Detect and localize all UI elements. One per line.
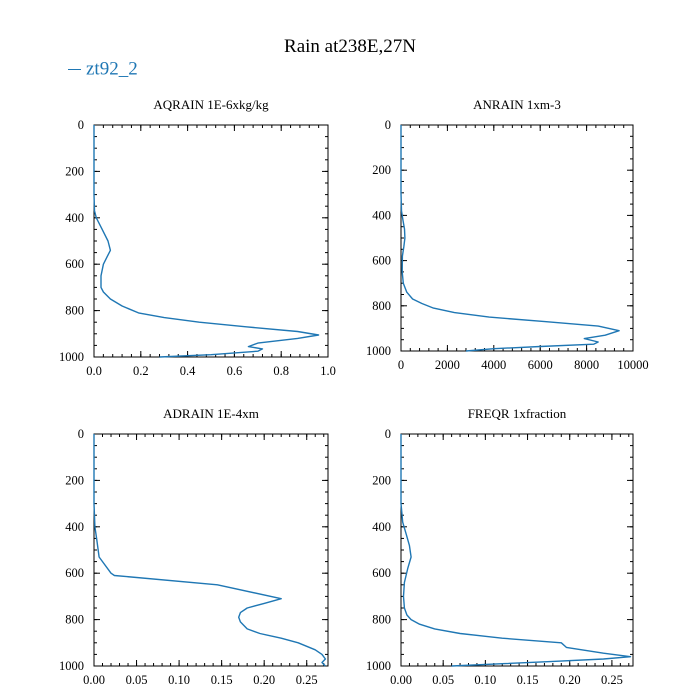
series-line (400, 125, 620, 352)
y-tick-label: 0 (78, 118, 84, 132)
y-tick-label: 0 (385, 427, 391, 441)
x-tick-label: 0.15 (211, 673, 233, 687)
legend-line-swatch (68, 69, 81, 71)
panel-title: ANRAIN 1xm-3 (473, 97, 561, 112)
y-tick-label: 800 (372, 299, 391, 313)
minor-ticks (400, 433, 633, 667)
x-tick-label: 0.05 (432, 673, 454, 687)
y-tick-label: 800 (65, 613, 84, 627)
y-tick-label: 1000 (366, 659, 391, 673)
x-tick-label: 0.4 (180, 364, 196, 378)
plot-frame (93, 433, 329, 667)
y-tick-label: 400 (65, 520, 84, 534)
series-line (93, 125, 320, 358)
y-tick-label: 600 (65, 566, 84, 580)
y-tick-label: 200 (65, 164, 84, 178)
x-tick-label: 0.25 (296, 673, 318, 687)
y-tick-label: 600 (65, 257, 84, 271)
y-tick-label: 200 (372, 473, 391, 487)
minor-ticks (400, 124, 634, 352)
x-tick-label: 8000 (574, 358, 599, 372)
legend-label: zt92_2 (86, 58, 138, 80)
x-tick-label: 0.10 (168, 673, 190, 687)
x-tick-label: 0.10 (474, 673, 496, 687)
panel-title: AQRAIN 1E-6xkg/kg (153, 97, 269, 112)
x-tick-label: 0 (398, 358, 404, 372)
y-tick-label: 1000 (366, 344, 391, 358)
y-tick-label: 1000 (59, 350, 84, 364)
y-tick-label: 600 (372, 254, 391, 268)
x-tick-label: 0.25 (601, 673, 623, 687)
x-tick-label: 0.15 (517, 673, 539, 687)
y-tick-label: 0 (385, 118, 391, 132)
x-tick-label: 6000 (528, 358, 553, 372)
x-tick-label: 0.0 (86, 364, 102, 378)
panel-3: ADRAIN 1E-4xm 0 200 400 600 800 10000.00 0.05 0.… (59, 406, 329, 687)
panel-title: FREQR 1xfraction (468, 406, 567, 421)
minor-ticks (93, 124, 329, 358)
x-tick-label: 2000 (435, 358, 460, 372)
panel-1: AQRAIN 1E-6xkg/kg 0 200 400 600 800 10000.0 0.2… (59, 97, 336, 378)
panel-title: ADRAIN 1E-4xm (163, 406, 259, 421)
x-tick-label: 0.20 (253, 673, 275, 687)
y-tick-label: 400 (372, 520, 391, 534)
x-tick-label: 1.0 (320, 364, 336, 378)
x-tick-label: 0.00 (390, 673, 412, 687)
y-tick-label: 600 (372, 566, 391, 580)
y-tick-label: 800 (372, 613, 391, 627)
series-line (93, 434, 327, 667)
x-tick-label: 0.20 (559, 673, 581, 687)
panel-4: FREQR 1xfraction 0 200 400 600 800 10000.00 0.0… (366, 406, 634, 687)
y-tick-label: 200 (372, 163, 391, 177)
main-title: Rain at238E,27N (284, 36, 416, 57)
y-tick-label: 1000 (59, 659, 84, 673)
x-tick-label: 0.2 (133, 364, 149, 378)
y-tick-label: 200 (65, 473, 84, 487)
legend: zt92_2 (68, 58, 138, 81)
x-tick-label: 0.05 (126, 673, 148, 687)
x-tick-label: 10000 (617, 358, 648, 372)
plot-frame (400, 433, 634, 667)
x-tick-label: 4000 (481, 358, 506, 372)
x-tick-label: 0.8 (273, 364, 289, 378)
x-tick-label: 0.6 (227, 364, 243, 378)
plot-frame (400, 124, 634, 352)
y-tick-label: 800 (65, 304, 84, 318)
plot-frame (93, 124, 329, 358)
x-tick-label: 0.00 (83, 673, 105, 687)
minor-ticks (93, 433, 328, 667)
series-line (400, 434, 632, 667)
y-tick-label: 400 (372, 208, 391, 222)
y-tick-label: 0 (78, 427, 84, 441)
y-tick-label: 400 (65, 211, 84, 225)
